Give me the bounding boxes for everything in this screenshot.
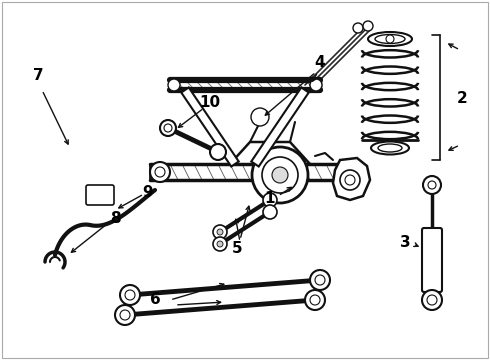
Polygon shape [181,87,239,167]
Circle shape [423,176,441,194]
Circle shape [310,270,330,290]
FancyBboxPatch shape [422,228,442,292]
Circle shape [164,124,172,132]
Circle shape [160,120,176,136]
Circle shape [168,79,180,91]
FancyBboxPatch shape [86,185,114,205]
Polygon shape [333,158,370,200]
Text: 4: 4 [315,54,325,69]
Circle shape [353,23,363,33]
Circle shape [427,295,437,305]
Text: 9: 9 [143,185,153,199]
Circle shape [213,237,227,251]
Circle shape [386,35,394,43]
Circle shape [120,285,140,305]
Ellipse shape [378,144,402,152]
Circle shape [115,305,135,325]
Circle shape [252,147,308,203]
Circle shape [120,310,130,320]
Circle shape [340,170,360,190]
Text: 6: 6 [149,292,160,307]
Circle shape [422,290,442,310]
Text: 1: 1 [265,190,275,206]
Circle shape [155,167,165,177]
Circle shape [363,21,373,31]
Ellipse shape [371,141,409,154]
Circle shape [210,144,226,160]
Text: 3: 3 [400,234,410,249]
Circle shape [263,193,277,207]
Text: 7: 7 [33,68,43,82]
Circle shape [89,190,99,200]
Circle shape [150,162,170,182]
Circle shape [262,157,298,193]
Circle shape [315,275,325,285]
Text: 2: 2 [457,90,467,105]
Circle shape [213,225,227,239]
Ellipse shape [368,32,412,46]
Circle shape [263,205,277,219]
Circle shape [255,112,265,122]
Circle shape [428,181,436,189]
Circle shape [217,229,223,235]
Polygon shape [251,87,309,167]
Circle shape [310,295,320,305]
Circle shape [310,79,322,91]
Text: 5: 5 [232,240,243,256]
Circle shape [251,108,269,126]
Text: 8: 8 [110,211,121,225]
Text: 10: 10 [199,95,220,109]
Circle shape [125,290,135,300]
Ellipse shape [375,35,405,44]
Circle shape [217,241,223,247]
Circle shape [345,175,355,185]
Circle shape [305,290,325,310]
Circle shape [272,167,288,183]
